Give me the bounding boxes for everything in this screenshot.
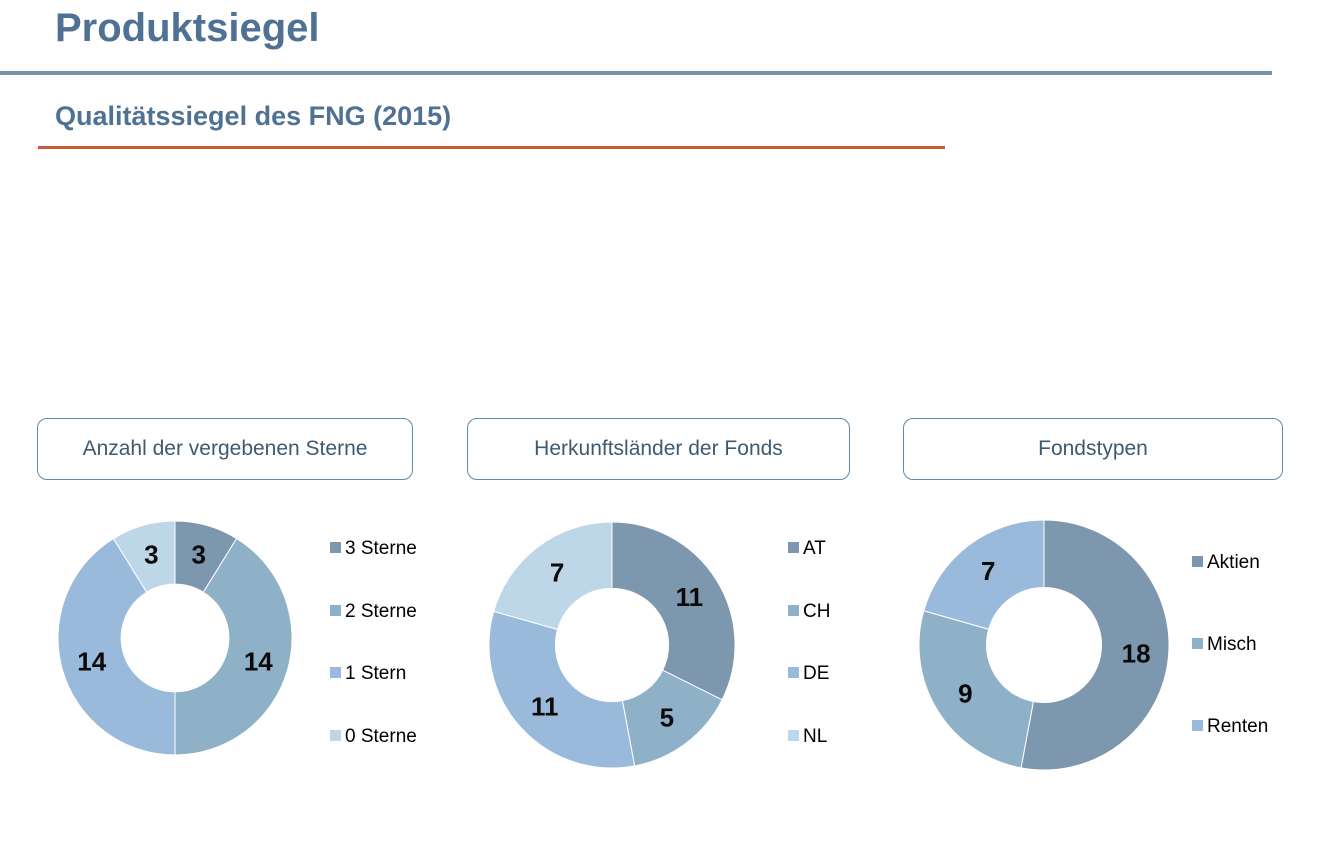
- legend-label: 2 Sterne: [345, 600, 417, 622]
- donut-slice: [112, 520, 176, 593]
- chart-title-box: Fondstypen: [903, 418, 1283, 480]
- chart-title: Fondstypen: [1038, 437, 1148, 460]
- legend-label: 1 Stern: [345, 663, 407, 685]
- legend-item: 0 Sterne: [330, 726, 417, 748]
- legend-label: CH: [803, 600, 831, 622]
- legend-label: Renten: [1207, 716, 1269, 737]
- section-title: Qualitätssiegel des FNG (2015): [55, 101, 452, 131]
- legend-label: Aktien: [1207, 552, 1260, 573]
- data-label: 7: [550, 557, 564, 587]
- legend-label: Misch: [1207, 634, 1257, 655]
- data-label: 3: [191, 540, 205, 570]
- donut-slice: [493, 521, 613, 631]
- data-label: 14: [244, 647, 273, 677]
- donut-slice: [923, 519, 1045, 630]
- legend-item: DE: [788, 663, 830, 685]
- page-title: Produktsiegel: [55, 6, 320, 50]
- data-label: 3: [144, 540, 158, 570]
- donut-chart-laender: 11 5 11 7: [488, 521, 736, 769]
- chart-legend: Aktien Misch Renten: [1192, 552, 1268, 738]
- chart-title-box: Herkunftsländer der Fonds: [467, 418, 850, 480]
- donut-slice: [57, 537, 176, 756]
- legend-item: NL: [788, 726, 830, 748]
- donut-slice: [611, 521, 736, 701]
- legend-label: 3 Sterne: [345, 538, 417, 559]
- legend-swatch: [1192, 556, 1203, 567]
- chart-legend: AT CH DE NL: [788, 538, 830, 748]
- data-label: 11: [676, 582, 704, 612]
- chart-title: Anzahl der vergebenen Sterne: [82, 437, 368, 460]
- legend-swatch: [788, 729, 799, 741]
- chart-legend: 3 Sterne 2 Sterne 1 Stern 0 Sterne: [330, 538, 417, 748]
- data-label: 9: [958, 679, 972, 709]
- donut-chart-sterne: 3 14 14 3: [57, 520, 293, 756]
- legend-swatch: [788, 667, 799, 679]
- legend-swatch: [330, 729, 341, 741]
- legend-swatch: [788, 542, 799, 553]
- legend-swatch: [788, 604, 799, 616]
- legend-label: AT: [803, 538, 826, 559]
- legend-swatch: [330, 667, 341, 679]
- donut-slice: [918, 610, 1035, 769]
- legend-item: 1 Stern: [330, 663, 417, 685]
- title-divider: [0, 71, 1272, 75]
- legend-label: NL: [803, 725, 828, 747]
- chart-title: Herkunftsländer der Fonds: [534, 437, 783, 460]
- legend-swatch: [330, 604, 341, 616]
- donut-slice: [488, 610, 636, 769]
- legend-label: 0 Sterne: [345, 725, 417, 747]
- legend-item: 2 Sterne: [330, 601, 417, 623]
- donut-slice: [1020, 519, 1170, 771]
- legend-item: AT: [788, 538, 830, 560]
- data-label: 5: [660, 703, 674, 733]
- legend-item: 3 Sterne: [330, 538, 417, 560]
- legend-item: Misch: [1192, 634, 1268, 656]
- chart-title-box: Anzahl der vergebenen Sterne: [37, 418, 413, 480]
- section-divider: [38, 146, 945, 149]
- legend-item: Renten: [1192, 716, 1268, 738]
- data-label: 14: [77, 647, 106, 677]
- legend-swatch: [1192, 720, 1203, 731]
- data-label: 18: [1122, 639, 1151, 669]
- legend-item: CH: [788, 601, 830, 623]
- donut-slice: [174, 537, 293, 756]
- legend-item: Aktien: [1192, 552, 1268, 574]
- data-label: 7: [981, 556, 995, 586]
- legend-swatch: [1192, 638, 1203, 649]
- data-label: 11: [531, 691, 559, 721]
- legend-label: DE: [803, 663, 830, 685]
- legend-swatch: [330, 542, 341, 553]
